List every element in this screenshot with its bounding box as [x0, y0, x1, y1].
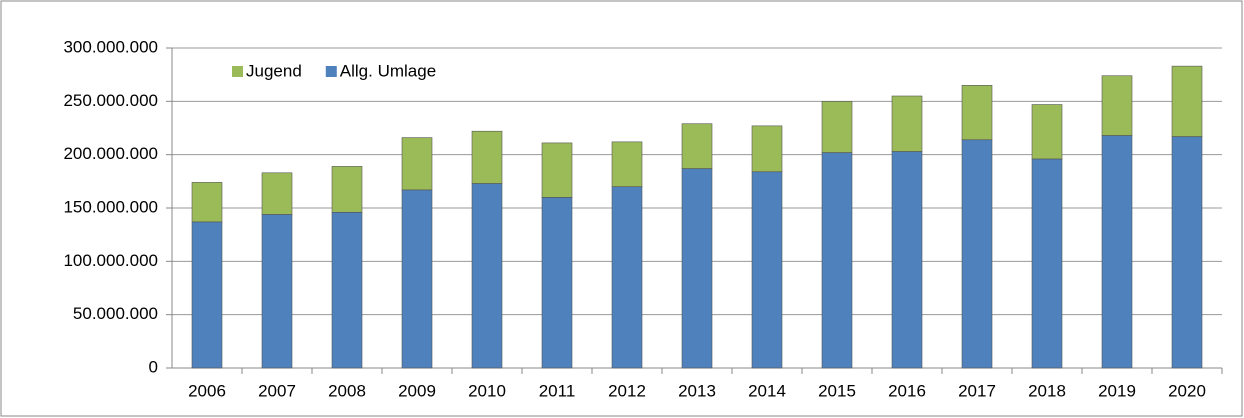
bar-segment	[751, 125, 783, 173]
bar-segment	[541, 142, 573, 198]
x-tick-label: 2020	[1168, 381, 1206, 400]
bar-segment	[401, 189, 433, 369]
legend-label: Allg. Umlage	[340, 61, 436, 80]
x-tick-label: 2019	[1098, 381, 1136, 400]
x-tick-label: 2006	[188, 381, 226, 400]
bar-segment	[961, 139, 993, 369]
bar-segment	[891, 95, 923, 152]
y-tick-label: 100.000.000	[63, 251, 158, 270]
x-tick-label: 2018	[1028, 381, 1066, 400]
bar-segment	[261, 214, 293, 369]
bar-segment	[961, 85, 993, 141]
x-tick-label: 2016	[888, 381, 926, 400]
y-tick-label: 0	[149, 357, 158, 376]
bar-segment	[541, 197, 573, 369]
y-tick-label: 250.000.000	[63, 91, 158, 110]
bar-segment	[821, 101, 853, 153]
x-tick-label: 2009	[398, 381, 436, 400]
bar-segment	[1171, 65, 1203, 137]
bar-segment	[331, 211, 363, 369]
bar-segment	[891, 151, 923, 369]
bar-segment	[471, 130, 503, 184]
legend-label: Jugend	[246, 61, 302, 80]
y-tick-label: 50.000.000	[73, 304, 158, 323]
x-tick-label: 2013	[678, 381, 716, 400]
bar-segment	[611, 186, 643, 369]
y-tick-label: 300.000.000	[63, 37, 158, 56]
bar-segment	[191, 221, 223, 369]
bar-segment	[681, 123, 713, 169]
x-tick-label: 2011	[539, 381, 576, 400]
bar-segment	[331, 166, 363, 213]
bar-segment	[401, 137, 433, 191]
bar-segment	[751, 171, 783, 369]
y-tick-label: 200.000.000	[63, 144, 158, 163]
bar-segment	[681, 168, 713, 369]
legend-swatch	[325, 66, 337, 77]
bar-segment	[1031, 104, 1063, 160]
bar-segment	[471, 183, 503, 369]
bar-segment	[191, 182, 223, 223]
bar-segment	[261, 172, 293, 215]
x-tick-label: 2015	[818, 381, 856, 400]
x-tick-label: 2017	[958, 381, 996, 400]
bar-segment	[1101, 135, 1133, 369]
bar-segment	[821, 152, 853, 369]
bar-segment	[1031, 158, 1063, 369]
x-tick-label: 2008	[328, 381, 366, 400]
legend-swatch	[232, 66, 243, 77]
x-tick-label: 2012	[608, 381, 646, 400]
bar-segment	[1101, 75, 1133, 136]
x-tick-label: 2007	[258, 381, 296, 400]
bar-segment	[611, 141, 643, 187]
x-tick-label: 2014	[748, 381, 786, 400]
y-tick-label: 150.000.000	[63, 197, 158, 216]
bar-segment	[1171, 136, 1203, 369]
x-tick-label: 2010	[468, 381, 506, 400]
